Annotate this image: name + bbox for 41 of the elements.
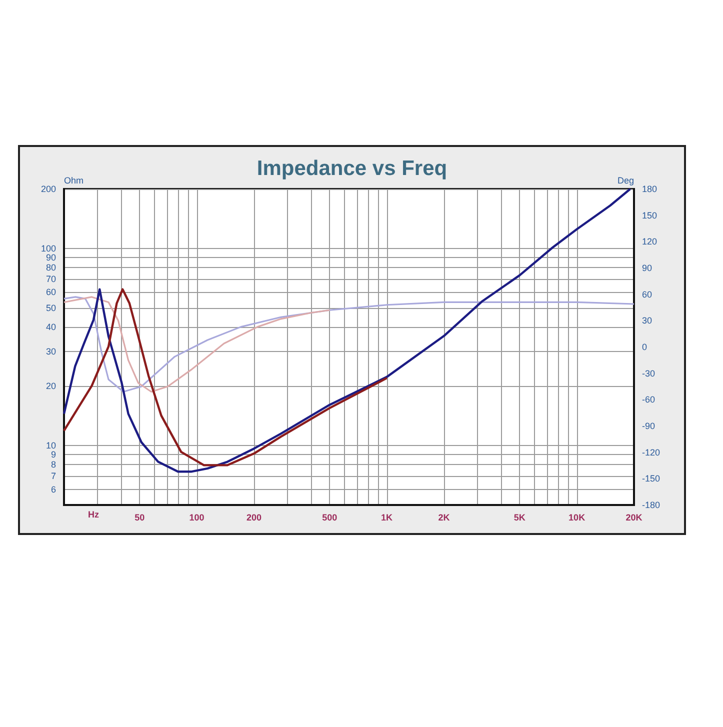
chart-title: Impedance vs Freq [256,157,448,180]
y2-tick-label: 30 [642,316,652,326]
y-axis-title: Ohm [64,176,84,186]
y-tick-label: 40 [46,322,56,332]
y-tick-label: 60 [46,287,56,298]
y2-tick-label: -180 [642,500,660,510]
y-tick-label: 30 [46,346,56,357]
y2-tick-label: 120 [642,236,658,247]
y-tick-label: 8 [50,460,56,470]
x-axis-title: Hz [88,510,100,520]
x-tick-label: 500 [322,512,338,522]
x-tick-label: 10K [568,512,586,522]
x-tick-label: 1K [381,512,394,522]
y2-tick-label: 90 [642,263,652,273]
y-tick-label: 20 [46,381,56,392]
y2-tick-label: -60 [642,394,656,405]
y-tick-label: 9 [50,450,56,460]
y2-tick-label: -90 [642,421,656,431]
y-tick-label: 10 [46,440,56,451]
y2-tick-label: 0 [642,342,648,352]
y-tick-label: 200 [40,184,56,194]
x-tick-label: 100 [189,512,204,522]
y-tick-label: 70 [46,274,56,284]
y2-tick-label: 60 [642,289,652,300]
x-tick-label: 2K [438,512,450,522]
y2-tick-label: 180 [642,184,658,194]
y-tick-label: 50 [46,302,56,313]
x-tick-label: 50 [134,512,145,522]
y-tick-label: 90 [46,252,56,262]
y-tick-label: 7 [50,471,56,482]
y2-tick-label: 150 [642,210,658,220]
y-tick-label: 6 [50,484,56,494]
x-tick-label: 200 [246,512,262,522]
y-tick-label: 80 [46,262,56,272]
y2-axis-title: Deg [617,176,634,186]
y-tick-label: 100 [40,243,56,254]
y2-tick-label: -120 [642,447,660,458]
x-tick-label: 20K [626,512,643,522]
y2-tick-label: -30 [642,368,656,378]
y2-tick-label: -150 [642,474,660,484]
x-tick-label: 5K [514,512,526,522]
